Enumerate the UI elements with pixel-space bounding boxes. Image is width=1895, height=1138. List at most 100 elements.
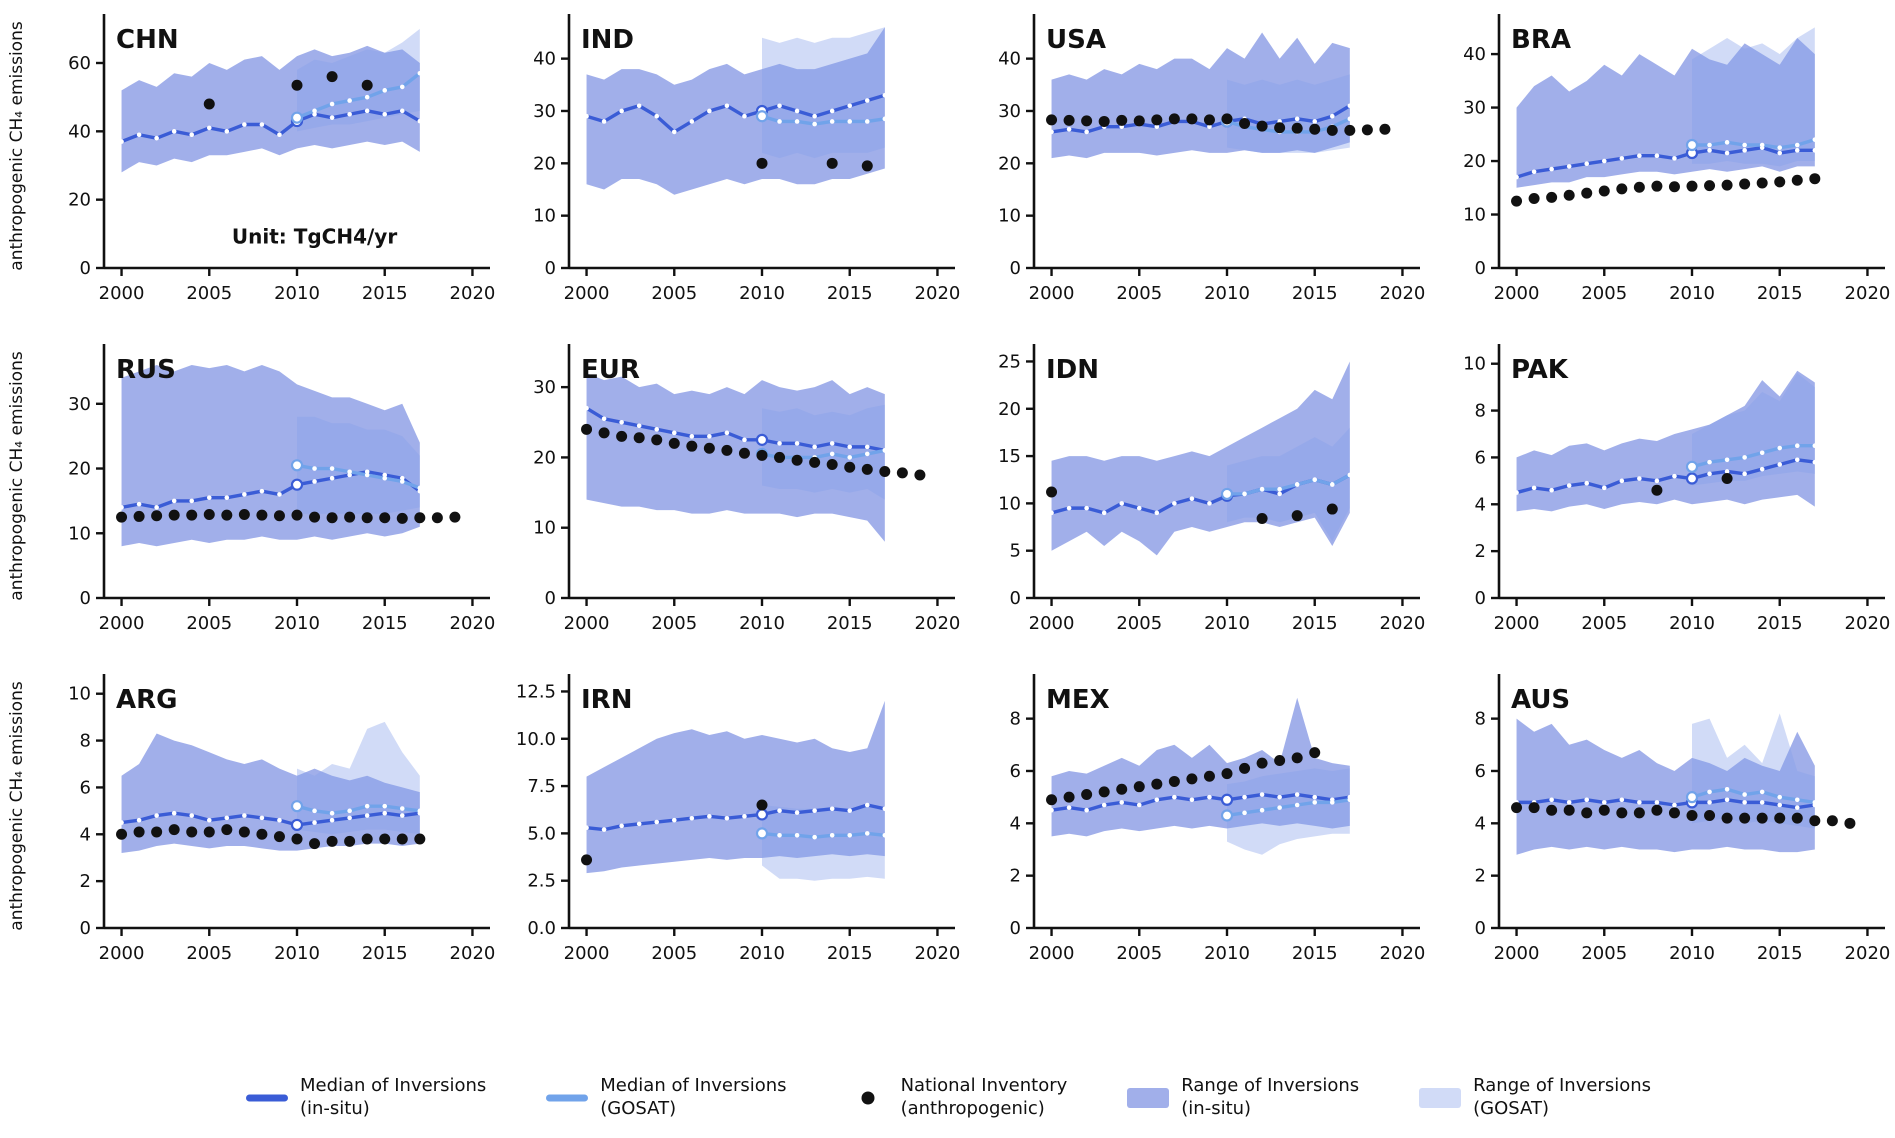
- x-tick-label: 2000: [1029, 283, 1075, 304]
- legend-label-line2: (in-situ): [299, 1097, 370, 1119]
- y-tick-label: 15: [998, 446, 1021, 467]
- inventory-dot: [1203, 114, 1215, 126]
- insitu-median-line-marker: [689, 434, 695, 439]
- gosat-median-line-marker: [399, 84, 405, 90]
- inventory-dot: [1256, 120, 1268, 132]
- inventory-dot: [133, 510, 145, 522]
- inventory-dot: [309, 511, 321, 523]
- inventory-dot: [1809, 173, 1821, 185]
- gosat-median-line-marker: [347, 469, 352, 475]
- insitu-median-line-marker: [882, 806, 888, 812]
- gosat-median-line-marker: [1312, 800, 1318, 805]
- insitu-median-line-marker: [584, 825, 589, 831]
- gosat-median-line-marker: [417, 485, 423, 491]
- y-tick-label: 8: [80, 731, 91, 752]
- gosat-median-line-marker: [847, 832, 853, 838]
- gosat-median-line-marker: [1794, 142, 1800, 148]
- insitu-median-line: [1514, 145, 1817, 179]
- inventory-dot: [1274, 755, 1286, 767]
- chart-panel: 0 2 4 6 8 2000 2005 2010 2015 2020 AUS: [1429, 664, 1894, 994]
- insitu-median-line-marker: [224, 129, 230, 134]
- inventory-dot: [1651, 804, 1663, 816]
- insitu-median-line-marker: [671, 129, 677, 135]
- insitu-median-line-marker: [1672, 473, 1677, 479]
- x-tick-label: 2010: [1669, 283, 1715, 304]
- gosat-median-line: [1690, 137, 1817, 150]
- inventory-dot: [379, 833, 391, 845]
- gosat-median-line-marker: [1777, 145, 1783, 150]
- gosat-range-band: [1692, 27, 1815, 167]
- insitu-median-line-marker: [1812, 459, 1818, 465]
- y-tick-label: 0: [1475, 918, 1486, 939]
- inventory-dot: [1704, 180, 1716, 192]
- insitu-range-band: [121, 45, 420, 173]
- inventory-dot: [1528, 802, 1540, 814]
- inventory-dot: [703, 442, 715, 454]
- inventory-dot: [861, 463, 873, 475]
- chart-panel: 0 10 20 30 2000 2005 2010 2015 2020 RUS: [34, 334, 499, 664]
- insitu-median-line-marker: [1154, 797, 1160, 803]
- chart-panel: 0 2 4 6 8 10 2000 2005 2010 2015 2020 ARG: [34, 664, 499, 994]
- gosat-median-line-marker: [1777, 794, 1783, 800]
- insitu-median-line-marker: [1514, 174, 1519, 180]
- y-tick-label: 10: [998, 493, 1021, 514]
- chart-svg: 0 2 4 6 8 2000 2005 2010 2015 2020 MEX: [1010, 674, 1425, 964]
- legend-item-range-gosat: Range of Inversions (GOSAT): [1417, 1075, 1651, 1120]
- gosat-median-line-marker: [1812, 443, 1818, 449]
- insitu-median-line-marker: [277, 132, 282, 138]
- insitu-median-line: [584, 803, 887, 832]
- inventory-dot: [1291, 510, 1303, 522]
- chart-svg: 0 20 40 60 2000 2005 2010 2015 2020 CHN Unit: TgCH…: [68, 14, 496, 304]
- insitu-median-line-marker: [1637, 153, 1642, 158]
- inventory-dot: [1668, 181, 1680, 193]
- inventory-dot: [1309, 123, 1321, 135]
- gosat-median-line-start-marker: [290, 459, 304, 472]
- inventory-dot: [431, 512, 443, 524]
- y-tick-label: 10: [68, 684, 91, 705]
- insitu-median-line-marker: [829, 441, 835, 446]
- insitu-median-line-marker: [584, 405, 589, 411]
- insitu-median-line-marker: [1566, 800, 1572, 805]
- inventory-dot: [896, 467, 908, 479]
- y-tick-label: 2: [80, 871, 91, 892]
- dot-swatch-shape: [861, 1091, 875, 1104]
- panel-title: IDN: [1046, 355, 1099, 385]
- gosat-median-line-marker: [1277, 805, 1282, 810]
- insitu-median-line-marker: [619, 108, 624, 114]
- insitu-median-line-marker: [1294, 116, 1300, 122]
- insitu-median-line-marker: [1119, 800, 1125, 805]
- inventory-dot: [221, 509, 233, 521]
- inventory-dot: [414, 512, 426, 524]
- gosat-median-line-marker: [1794, 797, 1800, 803]
- x-tick-label: 2005: [1581, 943, 1627, 964]
- x-tick-label: 2020: [450, 613, 496, 634]
- insitu-median-line-marker: [742, 437, 747, 443]
- x-tick-label: 2020: [450, 283, 496, 304]
- y-tick-label: 0: [1475, 258, 1486, 279]
- y-tick-label: 20: [1463, 151, 1486, 172]
- insitu-median-line-marker: [171, 810, 177, 816]
- gosat-range-band: [762, 805, 885, 881]
- chart-row-1: anthropogenic CH₄ emissions 0 20 40 60 2000 2…: [0, 4, 1895, 334]
- x-tick-label: 2010: [739, 943, 785, 964]
- gosat-median-line-marker: [882, 832, 888, 838]
- gosat-median-line-marker: [777, 119, 782, 124]
- gosat-median-line-marker: [794, 832, 800, 838]
- insitu-median-line-marker: [417, 118, 423, 124]
- gosat-median-line-start-marker: [755, 827, 769, 840]
- insitu-median-line-marker: [1119, 501, 1125, 506]
- gosat-median-line: [1225, 798, 1352, 818]
- insitu-median-line-marker: [119, 505, 124, 510]
- line-swatch-shape: [546, 1094, 589, 1101]
- insitu-median-line-marker: [1777, 802, 1783, 808]
- insitu-median-line-marker: [1654, 478, 1660, 484]
- panel-title: PAK: [1511, 355, 1569, 385]
- gosat-median-line-marker: [1724, 140, 1730, 145]
- y-axis-label-text: anthropogenic CH₄ emissions: [7, 21, 27, 271]
- panel-title: BRA: [1511, 25, 1571, 55]
- insitu-median-line-marker: [1312, 119, 1318, 124]
- legend-item-national-inventory: National Inventory (anthropogenic): [845, 1075, 1067, 1120]
- x-tick-label: 2015: [1292, 613, 1338, 634]
- x-tick-label: 2000: [564, 283, 610, 304]
- x-tick-label: 2020: [1380, 283, 1426, 304]
